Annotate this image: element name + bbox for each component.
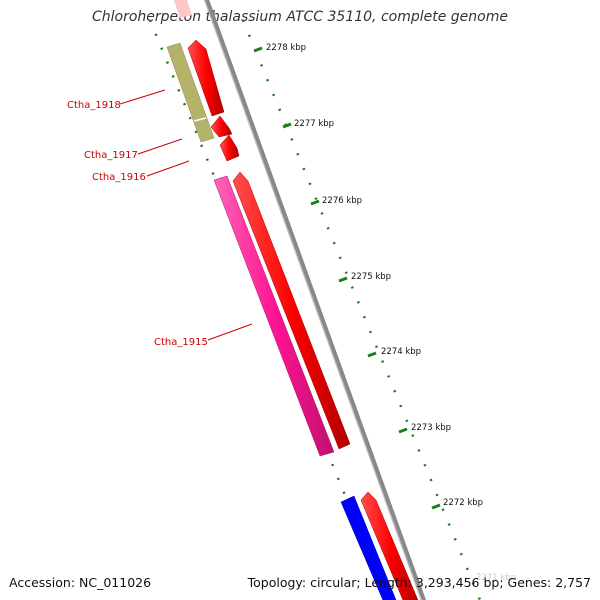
major-tick (310, 199, 320, 206)
gene-label[interactable]: Ctha_1917 (84, 150, 138, 161)
scale-label: 2272 kbp (443, 498, 483, 508)
scale-label: 2271 kbp (476, 573, 516, 583)
gene-feature-ctha-1918-forward[interactable] (187, 39, 225, 117)
gene-feature-blue[interactable] (340, 495, 398, 600)
major-tick (338, 276, 348, 283)
gene-feature-ctha-1917-forward[interactable] (210, 115, 233, 138)
gene-feature-red-lower[interactable] (360, 491, 420, 600)
label-leader-ctha-1915 (207, 323, 253, 341)
gene-feature-olive-divider (193, 117, 207, 122)
genome-backbone-highlight (203, 0, 423, 600)
scale-label: 2274 kbp (381, 347, 421, 357)
genome-summary-text: Topology: circular; Length: 3,293,456 bp… (247, 575, 591, 590)
major-tick (367, 351, 377, 358)
gene-label[interactable]: Ctha_1916 (92, 172, 146, 183)
major-tick (282, 122, 292, 129)
scale-label: 2275 kbp (351, 272, 391, 282)
label-leader-ctha-1918 (119, 89, 166, 105)
gene-label[interactable]: Ctha_1918 (67, 100, 121, 111)
major-tick (431, 503, 441, 510)
scale-label: 2277 kbp (294, 119, 334, 129)
gene-feature-olive[interactable] (166, 42, 215, 143)
scale-label: 2276 kbp (322, 196, 362, 206)
major-tick (398, 427, 408, 434)
gene-feature-ctha-1915[interactable] (213, 175, 335, 457)
genome-backbone (203, 0, 427, 600)
major-ticks (253, 46, 441, 510)
scale-label: 2278 kbp (266, 43, 306, 53)
major-tick (253, 46, 263, 53)
accession-text: Accession: NC_011026 (9, 575, 152, 590)
scale-label: 2273 kbp (411, 423, 451, 433)
gene-label[interactable]: Ctha_1915 (154, 337, 208, 348)
label-leader-ctha-1916 (146, 160, 190, 177)
gene-feature-pink-top[interactable] (172, 0, 192, 18)
gene-feature-ctha-1916-forward[interactable] (219, 134, 240, 162)
gene-feature-ctha-1915-forward[interactable] (232, 171, 351, 450)
map-title: Chloroherpeton thalassium ATCC 35110, co… (92, 9, 508, 25)
label-leader-ctha-1917 (137, 138, 183, 155)
